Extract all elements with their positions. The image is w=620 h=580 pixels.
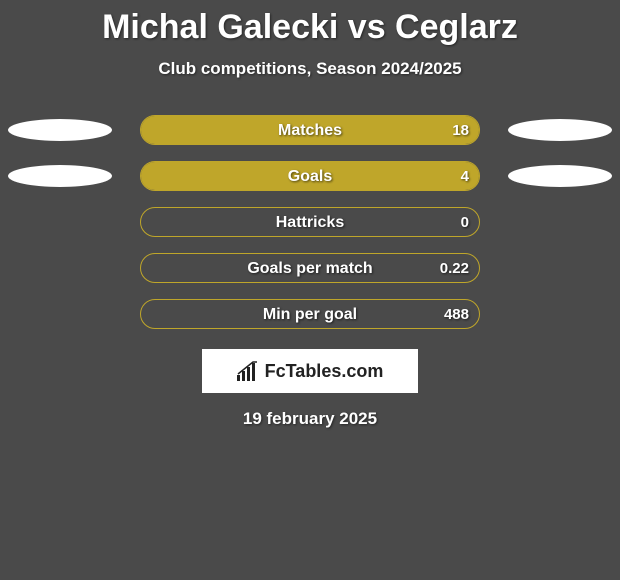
stat-bar: Hattricks0: [140, 207, 480, 237]
stat-label: Goals: [141, 162, 479, 191]
stat-value: 18: [452, 116, 469, 145]
stat-value: 0.22: [440, 254, 469, 283]
stat-value: 4: [461, 162, 469, 191]
stat-bar: Goals per match0.22: [140, 253, 480, 283]
page-title: Michal Galecki vs Ceglarz: [0, 0, 620, 47]
stat-row: Matches18: [0, 115, 620, 145]
comparison-rows: Matches18 Goals4 Hattricks0 Goals per match…: [0, 115, 620, 329]
left-ellipse: [8, 165, 112, 187]
right-ellipse: [508, 165, 612, 187]
left-ellipse: [8, 119, 112, 141]
stat-bar: Goals4: [140, 161, 480, 191]
stat-label: Matches: [141, 116, 479, 145]
stat-row: Goals4: [0, 161, 620, 191]
brand-text: FcTables.com: [265, 361, 384, 382]
right-ellipse: [508, 119, 612, 141]
chart-icon: [237, 361, 259, 381]
stat-label: Min per goal: [141, 300, 479, 329]
brand-badge: FcTables.com: [202, 349, 418, 393]
stat-label: Goals per match: [141, 254, 479, 283]
stat-row: Min per goal488: [0, 299, 620, 329]
page-subtitle: Club competitions, Season 2024/2025: [0, 59, 620, 79]
stat-value: 0: [461, 208, 469, 237]
footer-date: 19 february 2025: [0, 409, 620, 429]
stat-value: 488: [444, 300, 469, 329]
stat-row: Goals per match0.22: [0, 253, 620, 283]
stat-bar: Min per goal488: [140, 299, 480, 329]
stat-row: Hattricks0: [0, 207, 620, 237]
stat-label: Hattricks: [141, 208, 479, 237]
stat-bar: Matches18: [140, 115, 480, 145]
